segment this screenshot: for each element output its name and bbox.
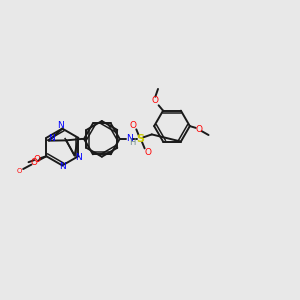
Text: N: N xyxy=(75,153,82,162)
Text: O: O xyxy=(31,158,38,167)
Text: O: O xyxy=(196,125,203,134)
Text: N: N xyxy=(58,121,64,130)
Text: O: O xyxy=(152,96,159,105)
Text: O: O xyxy=(130,121,137,130)
Text: N: N xyxy=(126,134,133,143)
Text: O: O xyxy=(17,168,22,174)
Text: N: N xyxy=(59,162,66,171)
Text: N: N xyxy=(48,134,55,143)
Text: O: O xyxy=(33,155,40,164)
Text: S: S xyxy=(136,134,145,144)
Text: O: O xyxy=(144,148,151,157)
Text: H: H xyxy=(130,138,136,147)
